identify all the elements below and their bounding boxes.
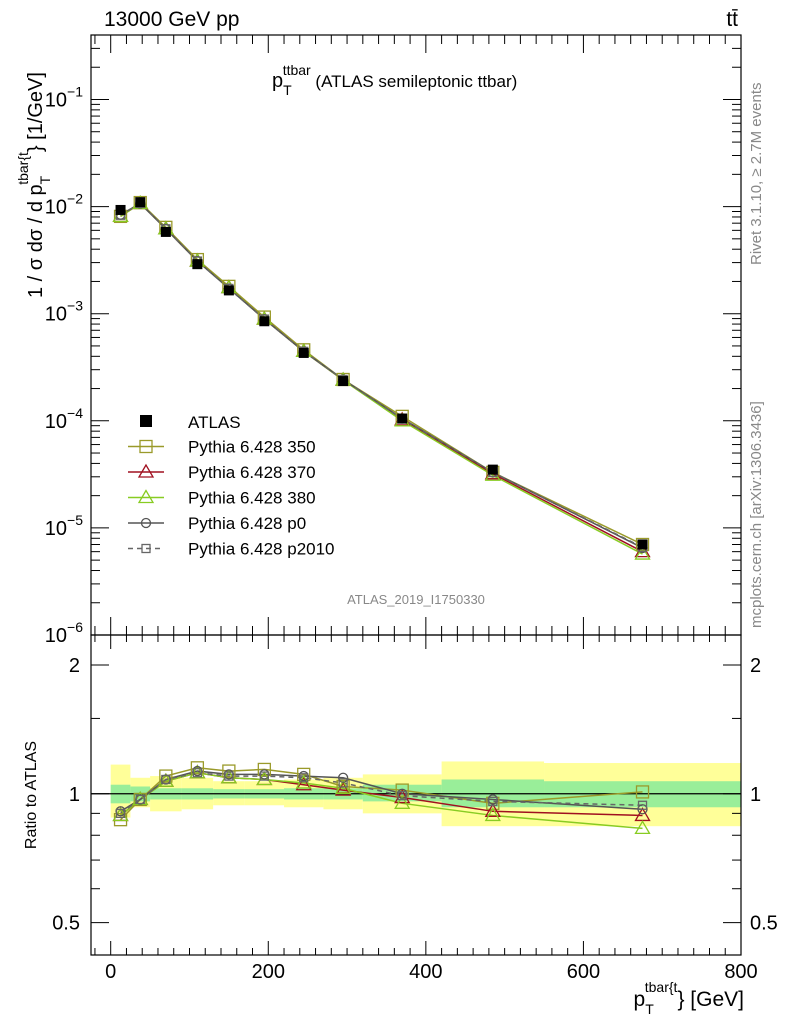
main-y-axis-label-part1: 1 / σ dσ / d p	[25, 184, 47, 298]
x-tick-label: 200	[252, 961, 285, 983]
ratio-marker-0	[159, 769, 173, 783]
legend-label-2: Pythia 6.428 380	[188, 489, 316, 508]
plot-title-sup: ttbar	[283, 62, 311, 78]
ratio-marker-3	[337, 772, 349, 783]
rivet-label: Rivet 3.1.10, ≥ 2.7M events	[748, 83, 765, 266]
ratio-y-tick-label-right: 0.5	[750, 913, 778, 935]
series-marker-2	[634, 545, 651, 560]
y-tick-label: 10−1	[45, 83, 83, 111]
ratio-marker-2	[394, 795, 411, 809]
legend-label-4: Pythia 6.428 p2010	[188, 540, 335, 559]
ratio-plot-frame	[90, 634, 742, 956]
legend-marker-1	[137, 463, 155, 478]
main-y-axis-label-part2: } [1/GeV]	[25, 72, 47, 152]
y-tick-label: 10−3	[45, 298, 83, 326]
data-point	[192, 259, 203, 270]
ratio-marker-4	[259, 771, 269, 781]
data-point	[397, 413, 408, 424]
ratio-marker-4	[192, 768, 203, 778]
x-axis-label-sup: tbar{t	[645, 979, 678, 995]
ratio-marker-0	[635, 785, 650, 799]
ratio-marker-1	[334, 781, 352, 796]
x-axis-label-sub: T	[645, 1001, 654, 1017]
x-axis-label-part2: } [GeV]	[677, 988, 744, 1011]
legend: ATLAS Pythia 6.428 350 Pythia 6.428 370 Pyt…	[128, 413, 335, 559]
legend-marker-0	[139, 439, 153, 454]
ratio-marker-2	[634, 820, 651, 835]
analysis-watermark: ATLAS_2019_I1750330	[347, 592, 485, 607]
data-point	[338, 376, 349, 387]
ratio-marker-1	[484, 803, 501, 817]
data-point	[487, 464, 498, 475]
data-point	[223, 285, 234, 296]
main-series-markers	[112, 195, 651, 560]
ratio-uncertainty-bands	[91, 761, 741, 827]
main-y-axis-label-sub: T	[37, 175, 53, 184]
ratio-marker-4	[224, 771, 234, 781]
y-tick-label: 10−4	[45, 405, 83, 433]
legend-marker-3	[140, 517, 152, 529]
ratio-y-tick-label-right: 2	[750, 655, 761, 677]
series-marker-0	[635, 537, 650, 552]
data-point	[160, 226, 171, 237]
legend-label-1: Pythia 6.428 370	[188, 463, 316, 482]
plot-title-sub: T	[283, 82, 292, 98]
legend-data-marker	[140, 415, 152, 427]
ratio-y-tick-label: 1	[69, 784, 80, 806]
ratio-marker-4	[397, 791, 407, 801]
ratio-marker-0	[222, 764, 236, 778]
ratio-marker-1	[295, 776, 312, 791]
ratio-marker-2	[484, 807, 501, 822]
legend-label-data: ATLAS	[188, 413, 241, 432]
x-axis-label-part1: p	[634, 988, 646, 1011]
ratio-y-tick-label: 0.5	[52, 913, 80, 935]
ratio-marker-4	[299, 773, 309, 783]
y-tick-label: 10−6	[45, 619, 83, 647]
ratio-marker-4	[488, 796, 498, 807]
main-y-axis-label-sup: tbar{t	[15, 152, 31, 185]
y-tick-label: 10−2	[45, 191, 83, 219]
mcplots-label: mcplots.cern.ch [arXiv:1306.3436]	[748, 401, 765, 628]
plot-title: pTttbar (ATLAS semileptonic ttbar)	[272, 62, 517, 98]
ratio-y-tick-label-right: 1	[750, 784, 761, 806]
axes-ticks: 0 200 400 600 800 10−6 10−5 10−4 10−3 10−2 10−1 0.5…	[45, 34, 778, 983]
data-point	[637, 539, 648, 550]
x-tick-label: 0	[105, 961, 116, 983]
data-point	[115, 204, 126, 215]
ratio-series-markers	[112, 761, 651, 835]
legend-marker-2	[137, 489, 155, 504]
ratio-marker-4	[135, 794, 145, 805]
legend-label-3: Pythia 6.428 p0	[188, 514, 306, 533]
data-point	[298, 347, 309, 358]
plot-title-main: p	[272, 70, 283, 92]
data-point	[135, 197, 146, 208]
x-tick-label: 400	[409, 961, 442, 983]
ratio-marker-4	[161, 774, 171, 785]
ratio-marker-0	[257, 762, 271, 777]
ratio-y-tick-label: 2	[69, 655, 80, 677]
ratio-y-axis-label: Ratio to ATLAS	[23, 741, 40, 849]
y-tick-label: 10−5	[45, 512, 83, 540]
ratio-marker-0	[190, 761, 205, 775]
energy-label: 13000 GeV pp	[104, 8, 239, 31]
plot-title-rest: (ATLAS semileptonic ttbar)	[311, 72, 518, 91]
data-point	[259, 316, 270, 327]
x-tick-label: 600	[567, 961, 600, 983]
ratio-marker-4	[338, 778, 348, 788]
legend-label-0: Pythia 6.428 350	[188, 438, 316, 457]
ratio-marker-4	[637, 800, 648, 810]
legend-marker-4	[141, 543, 151, 554]
process-label: tt̄	[726, 8, 738, 31]
main-y-axis-label: 1 / σ dσ / d pTtbar{t} [1/GeV]	[15, 72, 53, 298]
ratio-marker-4	[115, 808, 126, 819]
x-tick-label: 800	[724, 961, 757, 983]
x-axis-label: pTtbar{t} [GeV]	[634, 979, 745, 1017]
